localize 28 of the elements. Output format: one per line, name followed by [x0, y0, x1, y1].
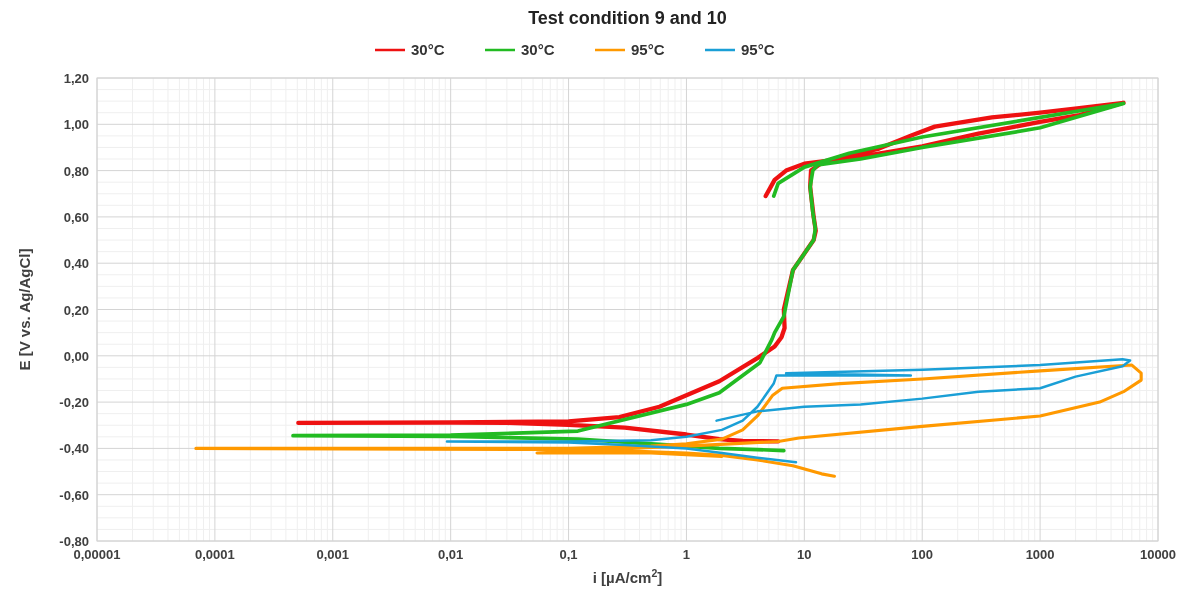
x-tick-label: 0,0001 [195, 547, 235, 562]
y-axis-title: E [V vs. Ag/AgCl] [16, 248, 33, 371]
x-tick-label: 100 [911, 547, 934, 562]
legend-label: 30°C [521, 41, 555, 58]
y-tick-label: 0,20 [63, 302, 89, 318]
y-tick-label: 0,40 [63, 256, 89, 272]
y-tick-label: -0,80 [59, 534, 89, 549]
x-tick-label: 10000 [1139, 547, 1177, 562]
y-tick-label: -0,60 [59, 487, 89, 503]
y-tick-label: -0,20 [59, 395, 89, 411]
x-tick-label: 0,001 [316, 547, 350, 562]
legend-label: 95°C [741, 41, 775, 58]
legend-label: 95°C [631, 41, 665, 58]
y-tick-label: 1,00 [63, 117, 89, 133]
legend-label: 30°C [411, 41, 445, 58]
y-tick-label: 0,60 [63, 209, 89, 225]
y-tick-label: 1,20 [63, 71, 89, 86]
y-tick-label: 0,00 [63, 348, 89, 364]
x-tick-label: 0,01 [438, 547, 464, 562]
y-tick-label: 0,80 [63, 163, 89, 179]
chart-title: Test condition 9 and 10 [528, 8, 727, 28]
x-tick-label: 0,1 [559, 547, 578, 562]
x-tick-label: 0,00001 [73, 547, 121, 562]
x-tick-label: 1000 [1025, 547, 1055, 562]
x-tick-label: 10 [797, 547, 812, 562]
y-tick-label: -0,40 [59, 441, 89, 457]
x-tick-label: 1 [682, 547, 691, 562]
x-axis-title: i [µA/cm$^{2}$] [592, 567, 663, 586]
